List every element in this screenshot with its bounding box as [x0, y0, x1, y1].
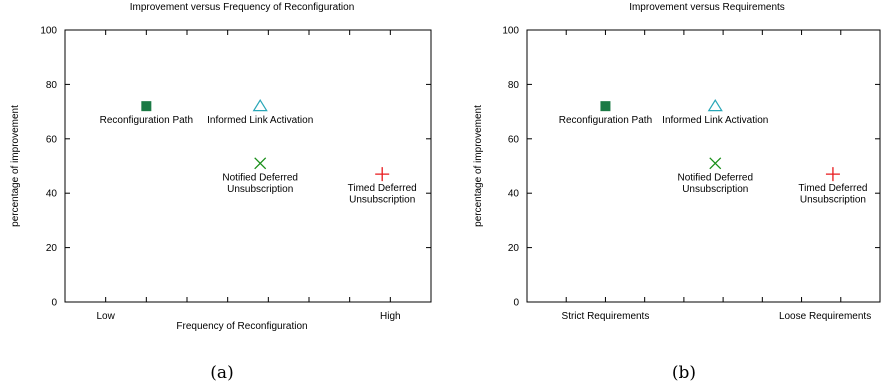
chart-b-point-label: Reconfiguration Path	[559, 115, 652, 126]
chart-b-xtick-label: Strict Requirements	[562, 311, 650, 322]
chart-a-ytick-label: 20	[46, 243, 58, 254]
chart-b: Improvement versus Requirements percenta…	[473, 2, 881, 383]
chart-a-ytick-label: 80	[46, 80, 58, 91]
chart-b-point-label: Notified Deferred	[677, 172, 753, 183]
chart-b-ytick-label: 20	[508, 243, 520, 254]
chart-b-point-reconfiguration-path	[600, 101, 611, 112]
chart-a-plot-frame	[64, 29, 432, 303]
chart-a-point-notified-deferred-unsubscription	[254, 157, 267, 170]
chart-b-point-informed-link-activation	[707, 99, 723, 112]
chart-a-title: Improvement versus Frequency of Reconfig…	[130, 2, 355, 13]
chart-b-caption: (b)	[672, 363, 696, 383]
chart-b-point-label: Unsubscription	[682, 184, 748, 195]
chart-a-ytick-label: 100	[40, 26, 57, 37]
chart-b-ytick-label: 0	[513, 298, 519, 309]
chart-a-point-reconfiguration-path	[141, 101, 152, 112]
chart-a-ylabel: percentage of improvement	[10, 105, 21, 227]
chart-b-ytick-label: 100	[502, 26, 519, 37]
chart-b-point-label: Informed Link Activation	[662, 115, 768, 126]
chart-a: Improvement versus Frequency of Reconfig…	[10, 2, 432, 383]
chart-a-caption: (a)	[210, 363, 233, 383]
chart-a-point-label: Notified Deferred	[222, 172, 298, 183]
chart-b-point-label: Unsubscription	[800, 195, 866, 206]
chart-a-xtick-label: High	[380, 311, 401, 322]
chart-a-xtick-label: Low	[96, 311, 115, 322]
chart-b-point-notified-deferred-unsubscription	[709, 157, 722, 170]
chart-a-ytick-label: 60	[46, 134, 58, 145]
chart-a-point-informed-link-activation	[252, 99, 268, 112]
chart-a-point-label: Unsubscription	[349, 195, 415, 206]
chart-b-ytick-label: 40	[508, 189, 520, 200]
chart-a-point-label: Reconfiguration Path	[100, 115, 193, 126]
chart-b-ytick-label: 60	[508, 134, 520, 145]
chart-a-point-timed-deferred-unsubscription	[375, 167, 390, 182]
chart-b-xtick-label: Loose Requirements	[779, 311, 871, 322]
chart-b-ytick-label: 80	[508, 80, 520, 91]
chart-a-xlabel: Frequency of Reconfiguration	[176, 321, 307, 332]
chart-b-ylabel: percentage of improvement	[473, 105, 484, 227]
chart-b-title: Improvement versus Requirements	[629, 2, 785, 13]
chart-a-point-label: Timed Deferred	[348, 183, 417, 194]
chart-b-point-timed-deferred-unsubscription	[825, 167, 840, 182]
chart-b-plot-frame	[526, 29, 881, 303]
chart-a-ytick-label: 0	[51, 298, 57, 309]
chart-b-point-label: Timed Deferred	[798, 183, 867, 194]
chart-a-ytick-label: 40	[46, 189, 58, 200]
chart-a-point-label: Unsubscription	[227, 184, 293, 195]
chart-a-point-label: Informed Link Activation	[207, 115, 313, 126]
